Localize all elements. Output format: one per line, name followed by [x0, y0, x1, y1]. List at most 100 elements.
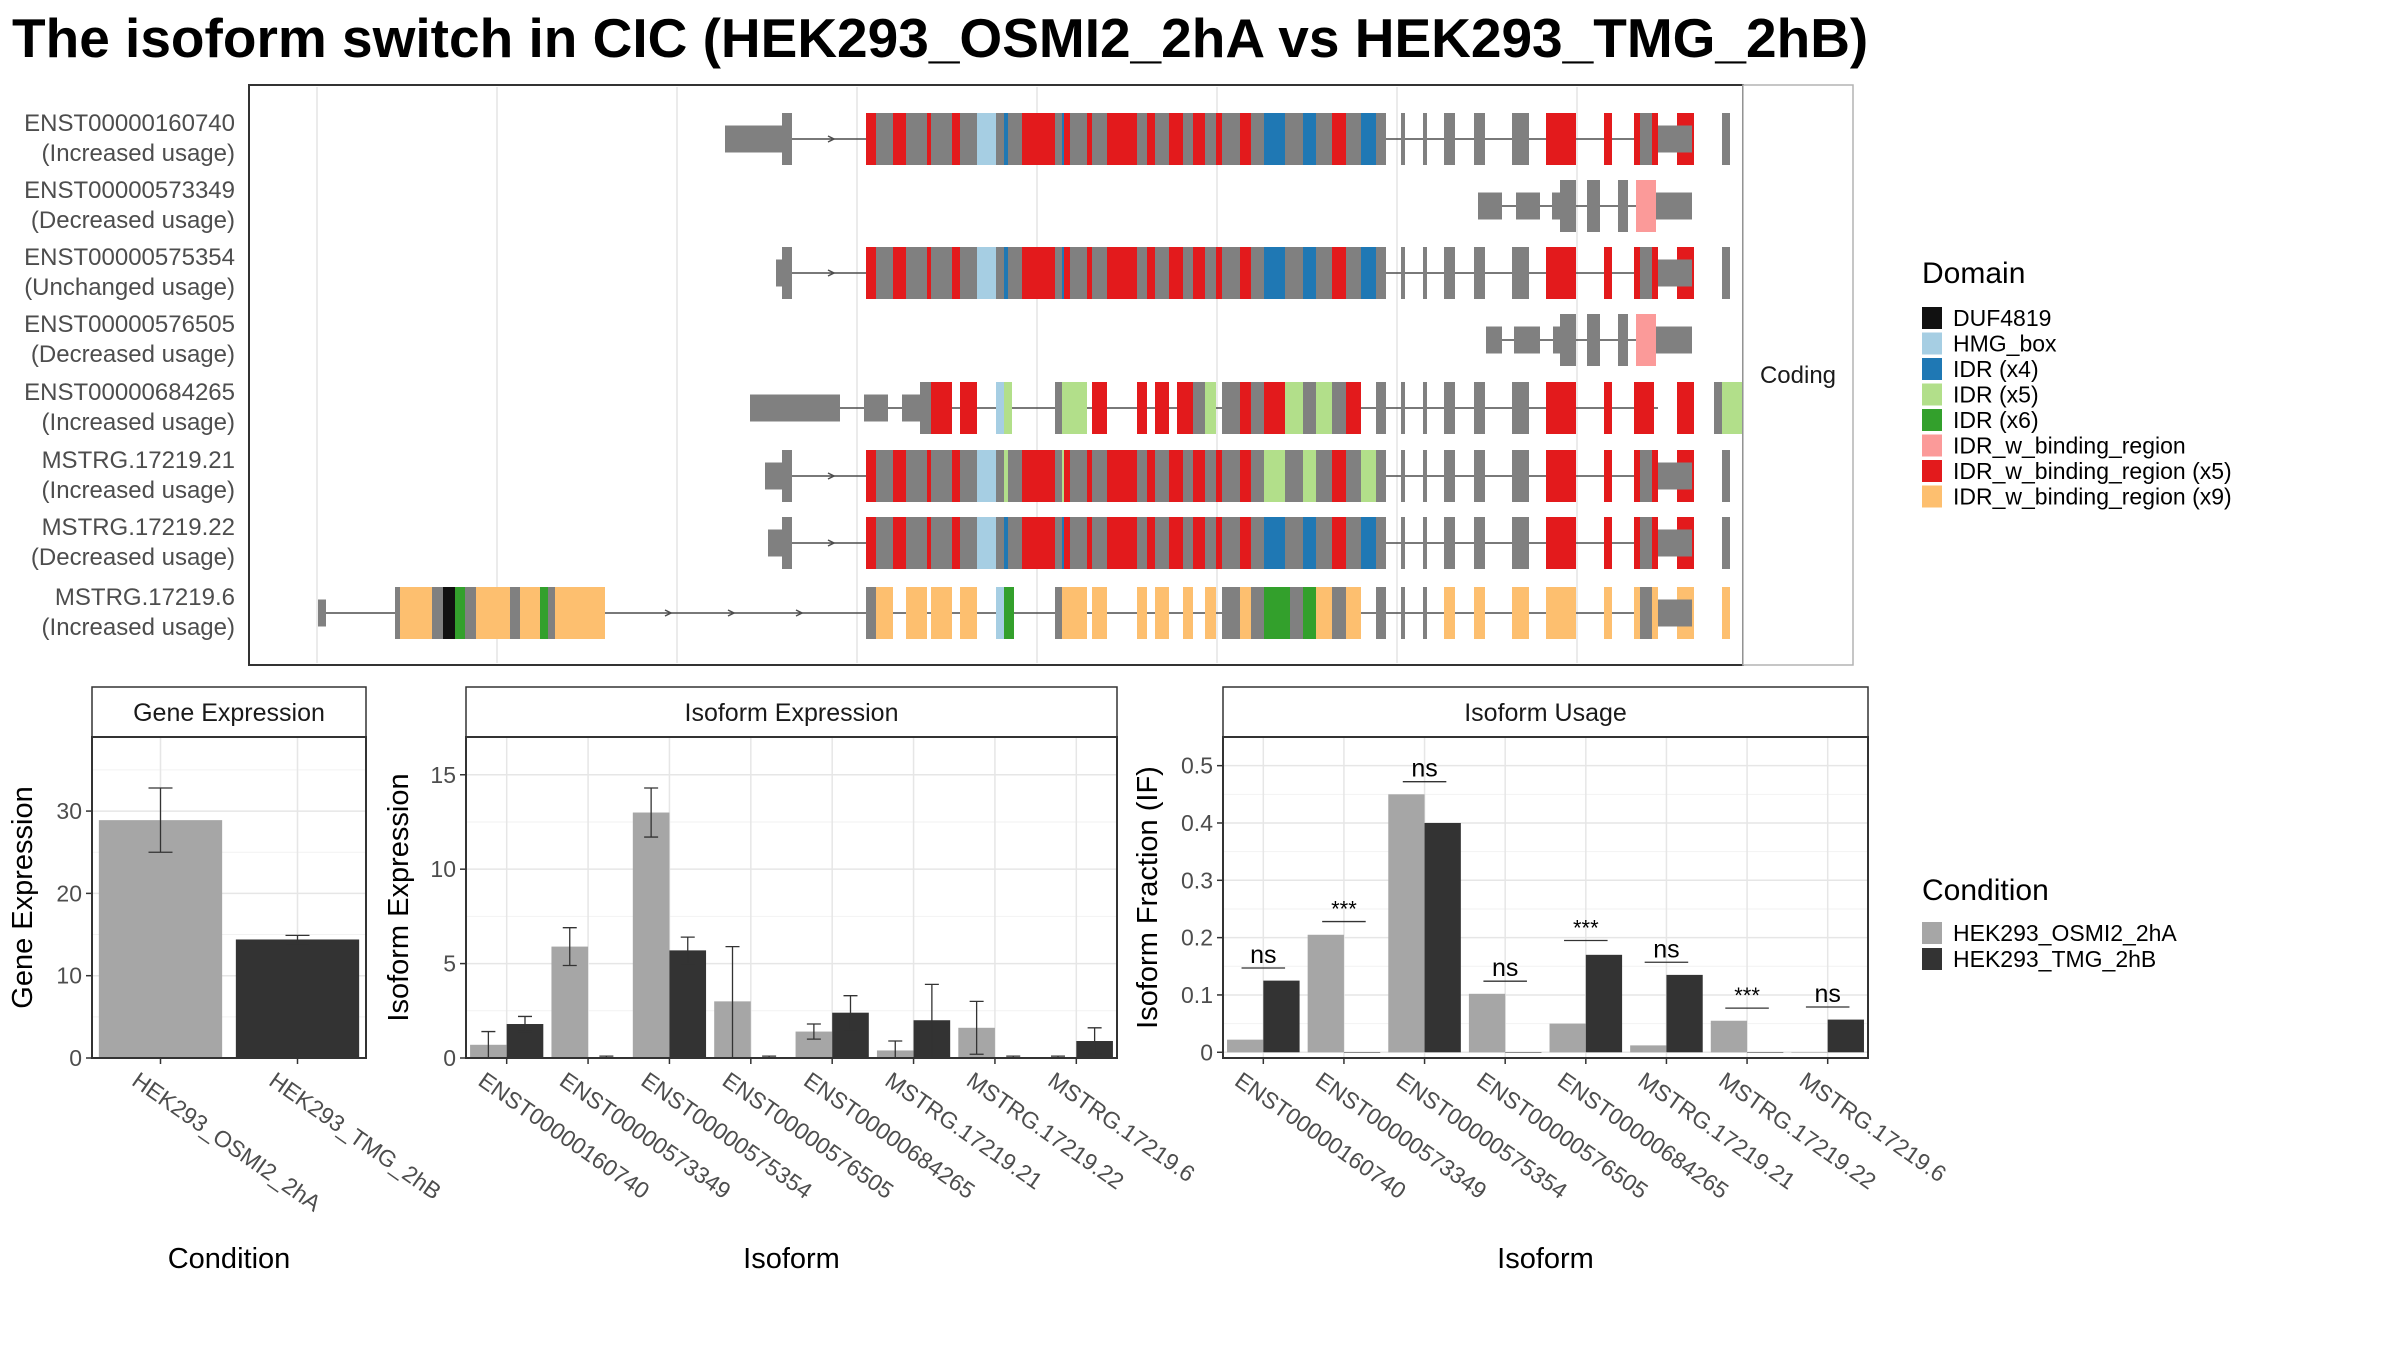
significance-label: ns	[1492, 954, 1518, 982]
coding-exon	[1316, 247, 1332, 299]
coding-exon	[1376, 382, 1386, 434]
transcript-labels: ENST00000160740 (Increased usage) ENST0000…	[24, 110, 235, 641]
coding-exon	[465, 587, 476, 639]
coding-exon	[1064, 113, 1070, 165]
error-bar	[285, 934, 310, 945]
coding-exon	[1361, 113, 1376, 165]
coding-exon	[1064, 450, 1070, 502]
direction-arrow	[827, 269, 836, 277]
coding-exon	[1652, 587, 1658, 639]
coding-exon	[1332, 517, 1346, 569]
coding-exon	[1332, 450, 1346, 502]
coding-exon	[1423, 587, 1427, 639]
coding-exon	[1205, 587, 1216, 639]
coding-exon	[1177, 382, 1193, 434]
coding-exon	[1444, 113, 1455, 165]
bar	[1710, 1020, 1748, 1053]
coding-exon	[893, 517, 906, 569]
coding-exon	[1222, 247, 1240, 299]
coding-exon	[1062, 450, 1064, 502]
coding-exon	[1155, 517, 1169, 569]
utr-exon	[1486, 326, 1502, 354]
coding-exon	[1222, 517, 1240, 569]
error-bar	[644, 787, 659, 838]
coding-exon	[876, 587, 893, 639]
coding-exon	[1423, 113, 1427, 165]
bar	[1424, 822, 1461, 1053]
coding-exon	[931, 382, 952, 434]
coding-exon	[876, 247, 893, 299]
coding-exon	[1092, 247, 1107, 299]
significance-label: ns	[1814, 980, 1840, 1008]
coding-exon	[1604, 517, 1612, 569]
coding-exon	[1401, 450, 1405, 502]
coding-exon	[1604, 247, 1612, 299]
coding-exon	[1240, 587, 1251, 639]
error-bar	[969, 1000, 984, 1055]
coding-exon	[1640, 517, 1652, 569]
coding-exon	[1193, 517, 1205, 569]
coding-exon	[1512, 247, 1529, 299]
coding-exon	[1216, 450, 1222, 502]
coding-exon	[1512, 382, 1529, 434]
transcript-usage-label: (Increased usage)	[42, 409, 235, 436]
significance-label: ns	[1250, 941, 1276, 969]
coding-exon	[931, 517, 952, 569]
significance-label: ***	[1734, 983, 1760, 1008]
coding-exon	[1285, 517, 1303, 569]
coding-exon	[1401, 113, 1405, 165]
coding-exon	[1444, 587, 1455, 639]
utr-exon	[318, 599, 326, 627]
coding-exon	[866, 450, 876, 502]
coding-exon	[1155, 113, 1169, 165]
coding-exon	[996, 587, 1004, 639]
coding-exon	[1346, 450, 1361, 502]
coding-exon	[1376, 587, 1386, 639]
bar	[1630, 1045, 1667, 1053]
coding-exon	[866, 587, 876, 639]
coding-exon	[1361, 517, 1376, 569]
coding-exon	[1444, 382, 1455, 434]
coding-exon	[1444, 247, 1455, 299]
y-tick-label: 0.2	[1181, 925, 1213, 951]
coding-exon	[1474, 113, 1485, 165]
coding-exon	[1722, 587, 1730, 639]
transcript-id-label: ENST00000573349	[24, 177, 235, 204]
isoform-expression-chart: Isoform Expression051015ENST00000160740E…	[383, 686, 1200, 1275]
coding-exon	[1361, 247, 1376, 299]
coding-exon	[1636, 180, 1656, 232]
coding-exon	[400, 587, 432, 639]
coding-exon	[996, 382, 1004, 434]
coding-exon	[1303, 517, 1316, 569]
coding-exon	[876, 517, 893, 569]
coding-exon	[876, 113, 893, 165]
coding-exon	[1055, 587, 1062, 639]
error-bar	[148, 787, 173, 853]
coding-exon	[510, 587, 520, 639]
condition-legend-swatch	[1922, 948, 1942, 970]
coding-exon	[1193, 382, 1205, 434]
coding-exon	[1264, 247, 1285, 299]
transcript-id-label: ENST00000575354	[24, 244, 235, 271]
coding-exon	[1640, 587, 1652, 639]
y-tick-label: 10	[430, 856, 456, 882]
coding-exon	[1512, 450, 1529, 502]
condition-legend-swatch	[1922, 922, 1942, 944]
coding-exon	[1604, 450, 1612, 502]
coding-exon	[1240, 517, 1251, 569]
coding-exon	[1205, 450, 1216, 502]
transcript-row	[750, 382, 1766, 434]
coding-exon	[1401, 517, 1405, 569]
domain-legend-title: Domain	[1922, 257, 2025, 290]
coding-exon	[1222, 450, 1240, 502]
bar	[632, 812, 670, 1058]
transcript-row	[1478, 180, 1692, 232]
coding-exon	[906, 247, 927, 299]
coding-exon	[960, 113, 977, 165]
coding-exon	[1055, 450, 1062, 502]
domain-legend-swatch	[1922, 332, 1942, 355]
coding-exon	[960, 517, 977, 569]
coding-exon	[395, 587, 400, 639]
coding-exon	[1634, 382, 1654, 434]
